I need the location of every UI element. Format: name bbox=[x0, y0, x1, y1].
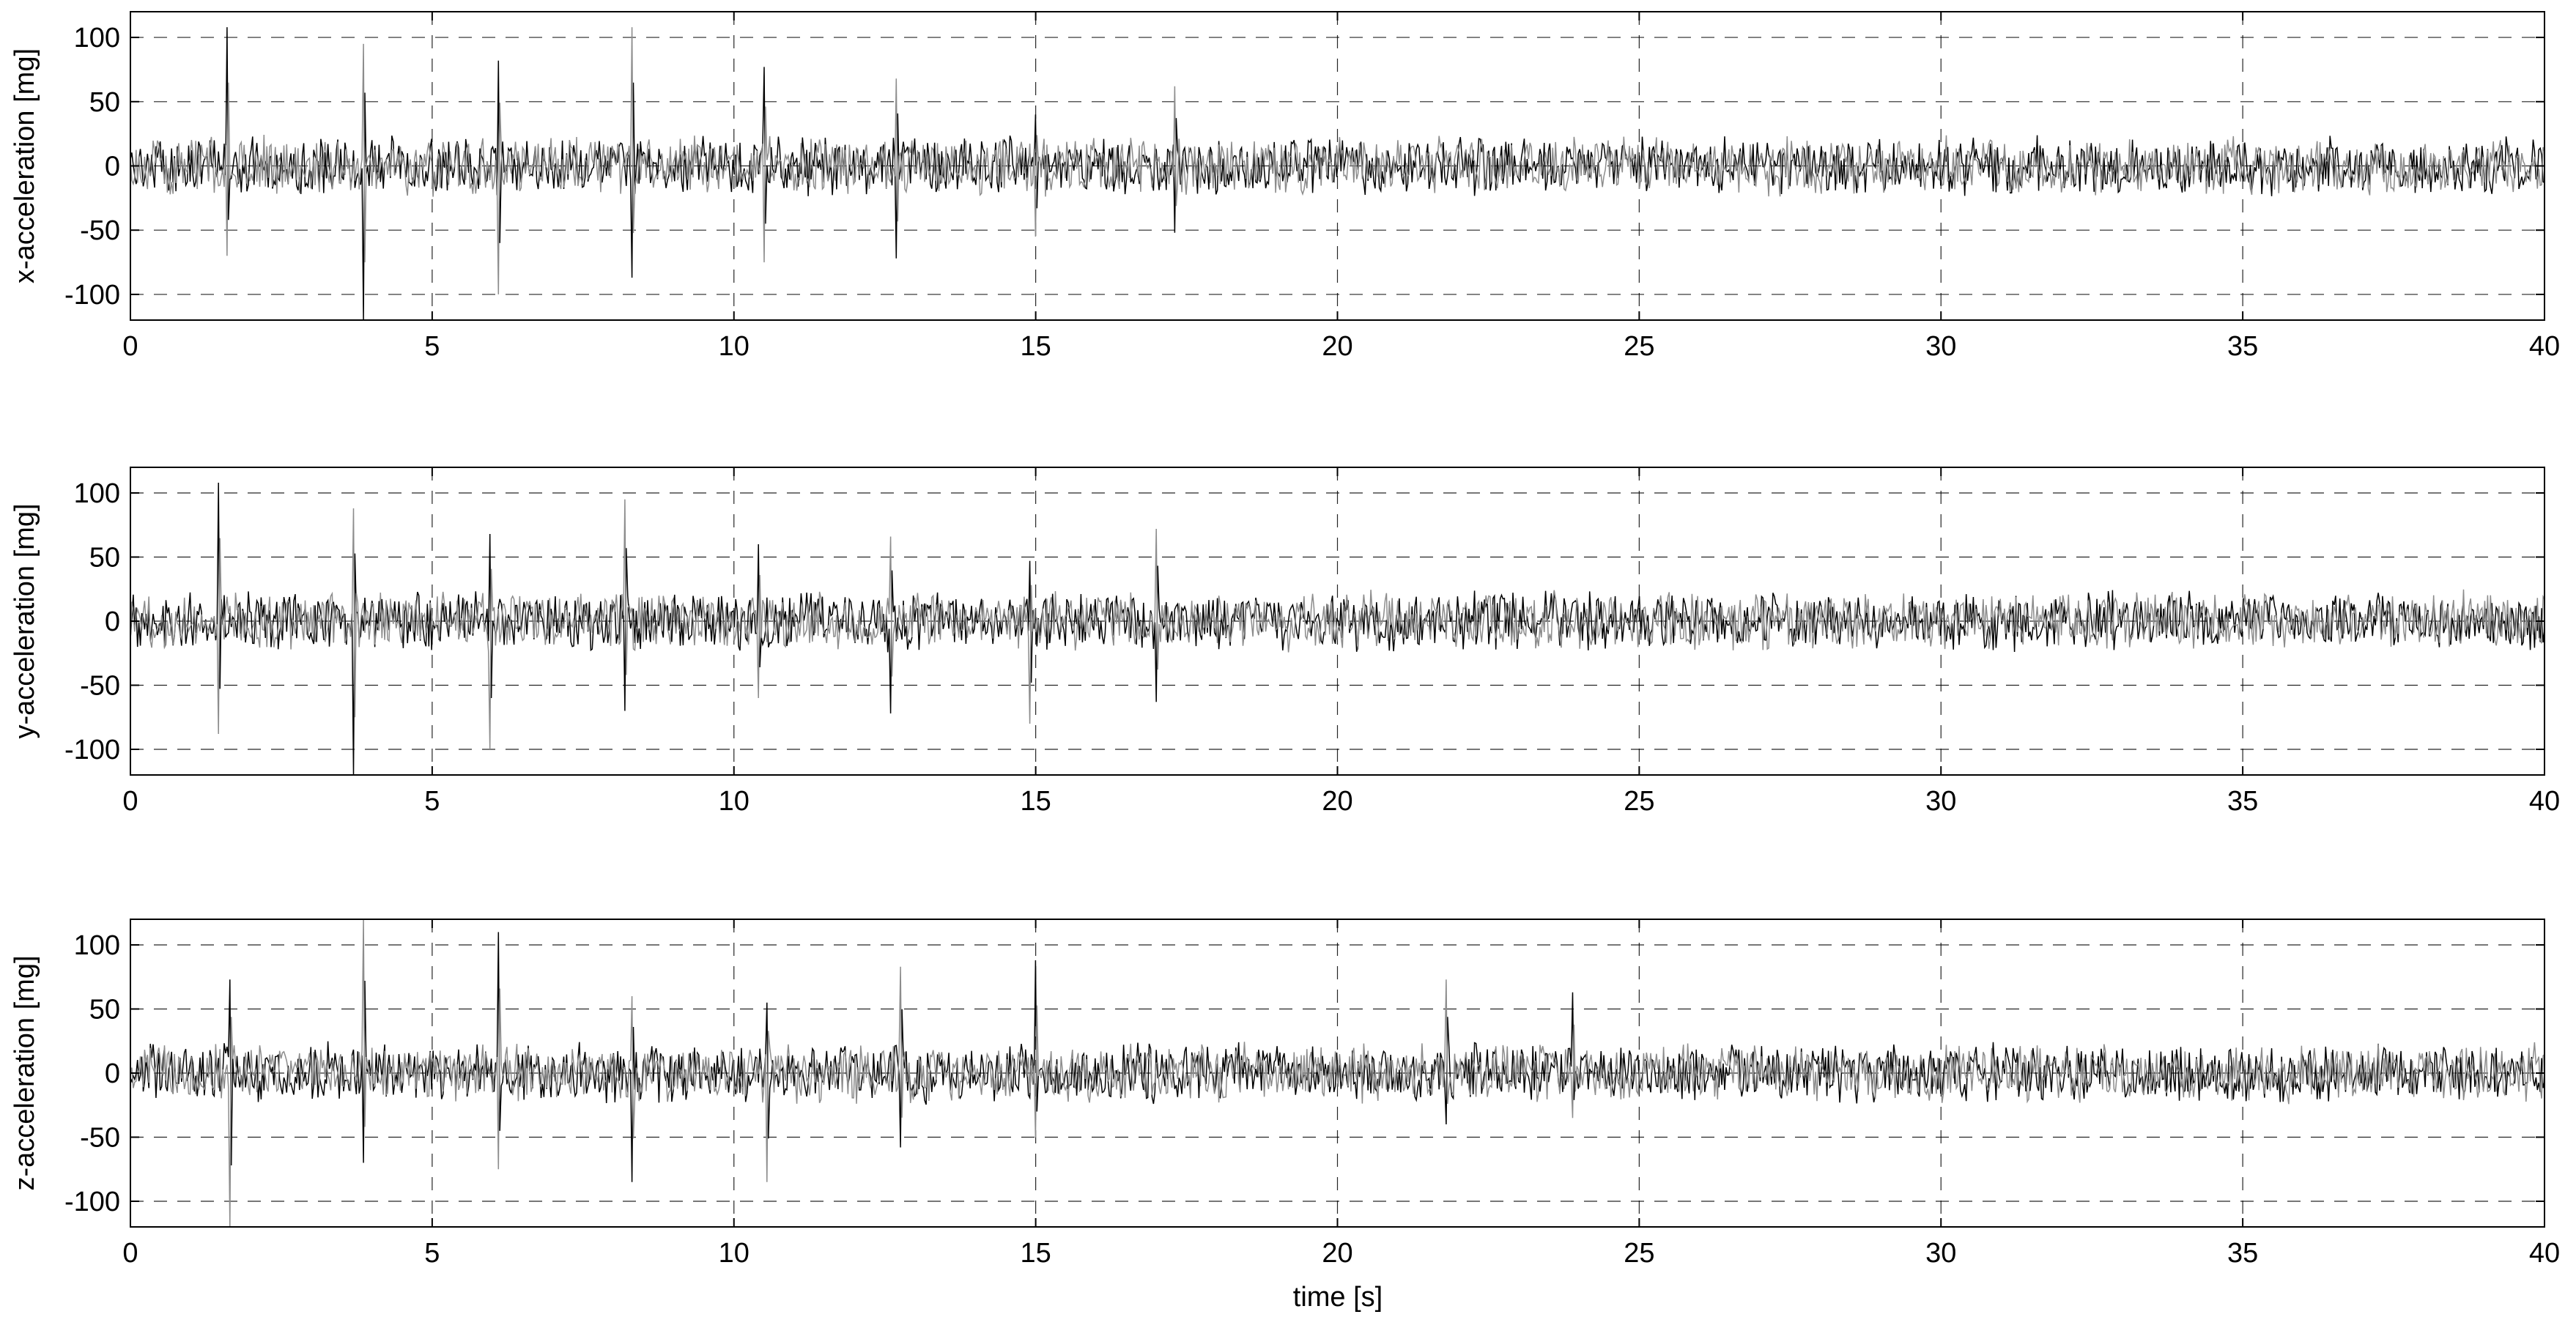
y-ytick-label: 50 bbox=[89, 543, 120, 574]
y-ytick-label: 0 bbox=[105, 606, 120, 637]
x-ytick-label: 0 bbox=[105, 152, 120, 182]
x-xtick-label: 20 bbox=[1322, 331, 1352, 362]
x-xtick-label: 30 bbox=[1925, 331, 1956, 362]
x-ytick-label: 100 bbox=[74, 23, 120, 53]
y-xtick-label: 0 bbox=[122, 786, 138, 817]
y-xtick-label: 15 bbox=[1020, 786, 1051, 817]
y-series-gray-line bbox=[130, 499, 2545, 750]
y-xtick-label: 10 bbox=[719, 786, 750, 817]
z-xtick-label: 10 bbox=[719, 1238, 750, 1269]
y-xtick-label: 20 bbox=[1322, 786, 1352, 817]
z-ytick-label: 0 bbox=[105, 1058, 120, 1089]
y-xtick-label: 40 bbox=[2529, 786, 2560, 817]
x-ytick-label: -50 bbox=[80, 215, 120, 246]
x-xtick-label: 5 bbox=[424, 331, 440, 362]
z-xtick-label: 30 bbox=[1925, 1238, 1956, 1269]
y-ytick-label: -50 bbox=[80, 671, 120, 702]
x-xtick-label: 0 bbox=[122, 331, 138, 362]
x-acceleration-panel: 0 5 10 15 20 25 30 35 40 -100 -50 0 50 100 x-accelerat… bbox=[10, 11, 2560, 362]
z-xtick-label: 0 bbox=[122, 1238, 138, 1269]
x-ytick-label: -100 bbox=[64, 280, 120, 311]
x-ytick-label: 50 bbox=[89, 87, 120, 118]
x-acceleration-ylabel: x-acceleration [mg] bbox=[10, 48, 40, 283]
x-series-black-line bbox=[130, 27, 2545, 321]
y-ytick-label: 100 bbox=[74, 478, 120, 509]
z-ytick-label: 100 bbox=[74, 930, 120, 961]
z-series-gray-line bbox=[130, 919, 2545, 1228]
z-xtick-label: 15 bbox=[1020, 1238, 1051, 1269]
y-xtick-label: 5 bbox=[424, 786, 440, 817]
z-ytick-label: -100 bbox=[64, 1187, 120, 1217]
z-ytick-label: -50 bbox=[80, 1123, 120, 1154]
z-xtick-label: 35 bbox=[2227, 1238, 2258, 1269]
y-ytick-label: -100 bbox=[64, 735, 120, 765]
z-ytick-label: 50 bbox=[89, 995, 120, 1025]
z-xtick-label: 40 bbox=[2529, 1238, 2560, 1269]
x-xtick-label: 40 bbox=[2529, 331, 2560, 362]
z-xtick-label: 25 bbox=[1624, 1238, 1654, 1269]
time-xlabel: time [s] bbox=[1293, 1282, 1383, 1313]
z-acceleration-ylabel: z-acceleration [mg] bbox=[10, 955, 40, 1190]
y-acceleration-panel: 0 5 10 15 20 25 30 35 40 -100 -50 0 50 100 y-accelerat… bbox=[10, 467, 2560, 817]
z-xtick-label: 20 bbox=[1322, 1238, 1352, 1269]
x-xtick-label: 15 bbox=[1020, 331, 1051, 362]
z-acceleration-panel: 0 5 10 15 20 25 30 35 40 -100 -50 0 50 100 z-accelerat… bbox=[10, 919, 2560, 1269]
z-xtick-label: 5 bbox=[424, 1238, 440, 1269]
y-acceleration-ylabel: y-acceleration [mg] bbox=[10, 503, 40, 738]
x-xtick-label: 10 bbox=[719, 331, 750, 362]
y-xtick-label: 35 bbox=[2227, 786, 2258, 817]
y-xtick-label: 25 bbox=[1624, 786, 1654, 817]
x-series-gray-line bbox=[130, 27, 2545, 294]
x-xtick-label: 35 bbox=[2227, 331, 2258, 362]
y-xtick-label: 30 bbox=[1925, 786, 1956, 817]
x-xtick-label: 25 bbox=[1624, 331, 1654, 362]
